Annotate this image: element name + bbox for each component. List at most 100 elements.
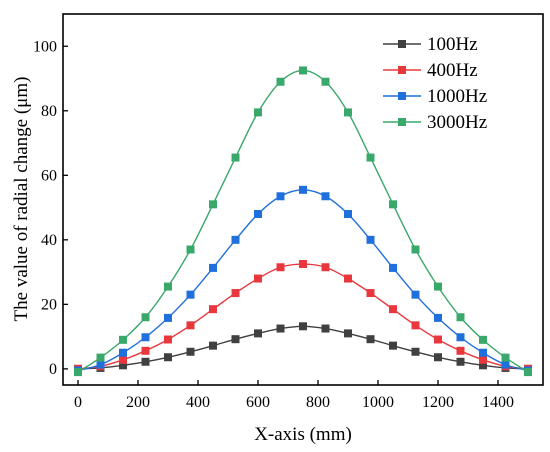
data-point xyxy=(254,329,262,338)
data-point xyxy=(186,290,195,299)
data-point xyxy=(344,210,352,219)
legend-label: 100Hz xyxy=(427,34,478,55)
data-point xyxy=(321,192,330,201)
data-point xyxy=(299,185,307,194)
data-point xyxy=(299,322,307,331)
data-point xyxy=(344,108,352,117)
data-point xyxy=(501,353,510,362)
series-100Hz xyxy=(74,322,532,373)
legend-marker xyxy=(398,92,406,100)
data-point xyxy=(366,235,375,244)
y-axis-label: The value of radial change (μm) xyxy=(11,77,32,322)
data-point xyxy=(164,282,172,291)
data-point xyxy=(479,355,487,364)
data-point xyxy=(96,353,105,362)
data-point xyxy=(389,341,397,350)
data-point xyxy=(164,335,172,344)
series-3000Hz xyxy=(74,66,532,377)
data-point xyxy=(186,347,195,356)
data-point xyxy=(186,245,195,254)
series-1000Hz xyxy=(74,185,532,375)
x-axis-label: X-axis (mm) xyxy=(254,424,352,445)
data-point xyxy=(119,361,127,370)
data-point xyxy=(276,324,285,333)
data-point xyxy=(231,235,240,244)
data-point xyxy=(209,305,217,314)
axis-ticks: 0 200 400 600 800 1000 1200 1400 0 20 40 60 80 100 xyxy=(33,38,514,411)
data-point xyxy=(456,346,465,355)
data-point xyxy=(141,357,150,366)
data-point xyxy=(96,360,105,369)
data-point xyxy=(231,153,240,162)
data-point xyxy=(456,357,465,366)
data-point xyxy=(254,274,262,283)
data-point xyxy=(254,210,262,219)
legend: 100Hz 400Hz 1000Hz 3000Hz xyxy=(383,34,487,133)
data-point xyxy=(434,353,442,362)
data-point xyxy=(456,313,465,322)
data-point xyxy=(119,355,127,364)
legend-label: 1000Hz xyxy=(427,86,487,107)
data-point xyxy=(411,347,420,356)
data-point xyxy=(321,77,330,86)
data-point xyxy=(411,290,420,299)
legend-marker xyxy=(398,40,406,48)
x-tick-label: 800 xyxy=(306,394,330,411)
series-layer xyxy=(74,66,532,377)
x-tick-label: 400 xyxy=(186,394,210,411)
data-point xyxy=(186,321,195,330)
data-point xyxy=(119,335,127,344)
data-point xyxy=(276,192,285,201)
data-point xyxy=(299,66,307,75)
data-point xyxy=(456,333,465,342)
data-point xyxy=(164,313,172,322)
data-point xyxy=(299,260,307,269)
data-point xyxy=(366,289,375,298)
data-point xyxy=(434,282,442,291)
x-tick-label: 1400 xyxy=(482,394,514,411)
y-tick-label: 100 xyxy=(33,38,57,55)
data-point xyxy=(141,346,150,355)
data-point xyxy=(276,263,285,272)
data-point xyxy=(389,305,397,314)
data-point xyxy=(501,360,510,369)
data-point xyxy=(344,274,352,283)
data-point xyxy=(254,108,262,117)
data-point xyxy=(411,321,420,330)
data-point xyxy=(141,333,150,342)
data-point xyxy=(231,289,240,298)
y-tick-label: 80 xyxy=(41,103,57,120)
data-point xyxy=(141,313,150,322)
data-point xyxy=(434,335,442,344)
legend-label: 3000Hz xyxy=(427,112,487,133)
data-point xyxy=(479,348,487,357)
x-tick-label: 200 xyxy=(126,394,150,411)
x-tick-label: 1200 xyxy=(422,394,454,411)
plot-frame xyxy=(62,13,544,386)
data-point xyxy=(366,153,375,162)
x-tick-label: 1000 xyxy=(362,394,394,411)
data-point xyxy=(276,77,285,86)
data-point xyxy=(74,368,82,377)
data-point xyxy=(321,324,330,333)
data-point xyxy=(164,353,172,362)
y-tick-label: 0 xyxy=(49,361,57,378)
data-point xyxy=(209,341,217,350)
legend-marker xyxy=(398,66,406,74)
x-tick-label: 600 xyxy=(246,394,270,411)
data-point xyxy=(321,263,330,272)
legend-marker xyxy=(398,118,406,126)
series-line xyxy=(77,189,529,372)
legend-label: 400Hz xyxy=(427,60,478,81)
data-point xyxy=(434,313,442,322)
data-point xyxy=(389,263,397,272)
data-point xyxy=(231,335,240,344)
data-point xyxy=(209,200,217,209)
y-tick-label: 60 xyxy=(41,167,57,184)
x-tick-label: 0 xyxy=(74,394,82,411)
data-point xyxy=(479,361,487,370)
data-point xyxy=(479,335,487,344)
data-point xyxy=(389,200,397,209)
y-tick-label: 20 xyxy=(41,296,57,313)
